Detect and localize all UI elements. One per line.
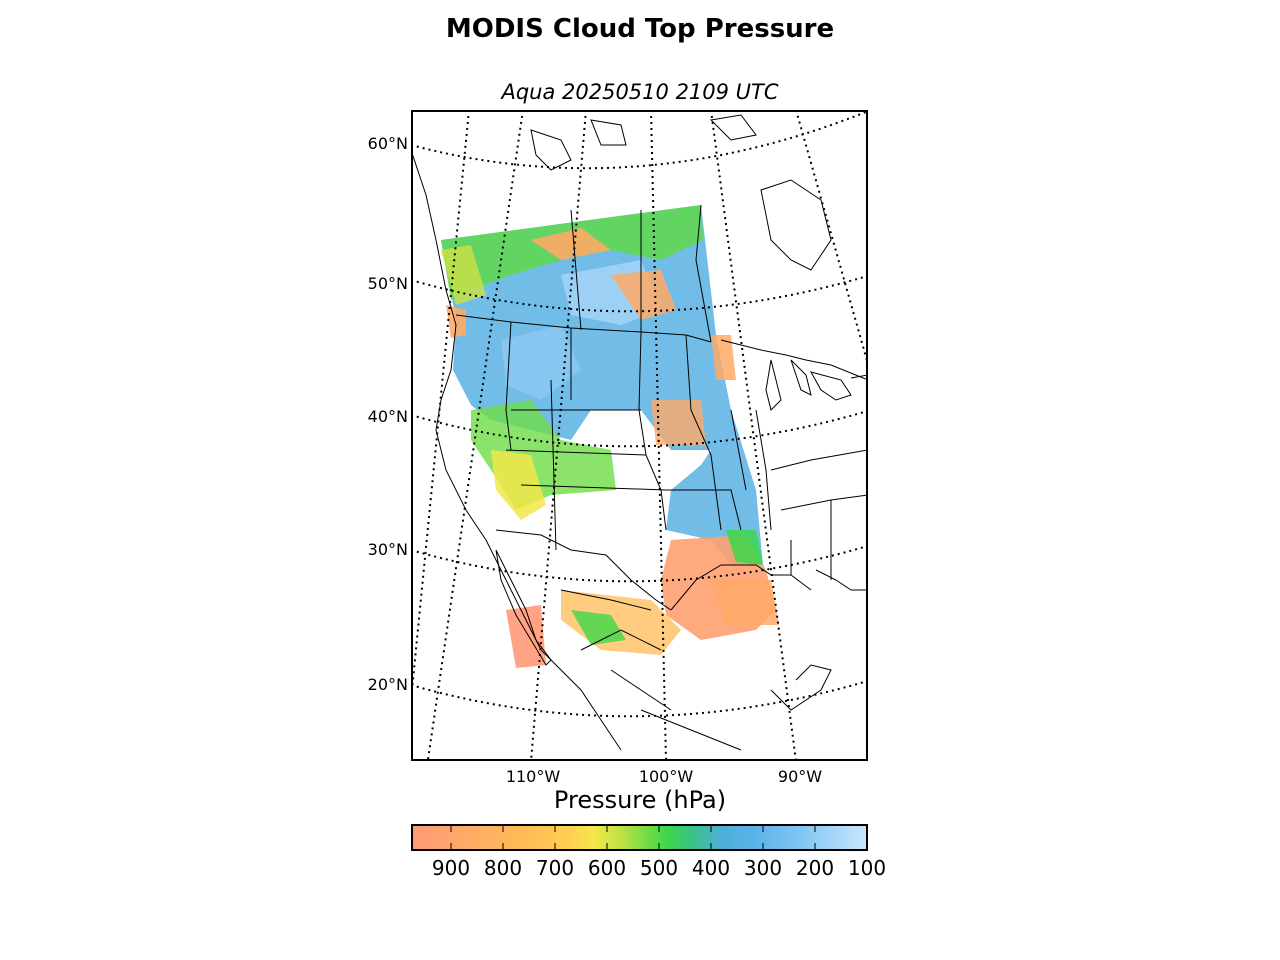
lat-label-30: 30°N: [367, 540, 408, 559]
chart-subtitle: Aqua 20250510 2109 UTC: [501, 80, 779, 104]
lat-label-20: 20°N: [367, 675, 408, 694]
colorbar-title: Pressure (hPa): [553, 786, 727, 814]
cloud-low-north: [531, 228, 611, 260]
colorbar-tick-500: 500: [639, 856, 679, 880]
boundaries: [412, 114, 867, 751]
chart-title: MODIS Cloud Top Pressure: [445, 14, 835, 44]
lon-label-110w: 110°W: [505, 767, 561, 786]
colorbar-tick-100: 100: [847, 856, 887, 880]
colorbar-tick-800: 800: [483, 856, 523, 880]
lat-label-50: 50°N: [367, 274, 408, 293]
colorbar-tick-400: 400: [691, 856, 731, 880]
lon-label-90w: 90°W: [777, 767, 823, 786]
cloud-low-coast: [446, 305, 466, 338]
lat-label-40: 40°N: [367, 407, 408, 426]
cloud-low-east: [711, 335, 736, 380]
colorbar: [411, 824, 868, 851]
cloud-swath-high: [441, 205, 763, 565]
map-canvas: [411, 110, 868, 761]
map-border: [411, 110, 868, 761]
colorbar-tick-300: 300: [743, 856, 783, 880]
cloud-low-gulf: [711, 580, 779, 625]
cloud-mid-mexico-green: [571, 610, 626, 645]
colorbar-tick-700: 700: [535, 856, 575, 880]
cloud-low-plains: [651, 400, 706, 445]
cloud-low-baja: [506, 605, 546, 668]
cloud-very-high-2: [501, 325, 581, 400]
cloud-low-southwest: [491, 450, 546, 520]
colorbar-ticks: [450, 825, 816, 850]
colorbar-tick-600: 600: [587, 856, 627, 880]
lon-label-100w: 100°W: [638, 767, 694, 786]
cloud-mid-texas: [726, 530, 763, 565]
lat-label-60: 60°N: [367, 134, 408, 153]
colorbar-tick-200: 200: [795, 856, 835, 880]
map-panel: [411, 110, 868, 761]
colorbar-tick-900: 900: [431, 856, 471, 880]
cloud-low-north-2: [611, 270, 676, 320]
